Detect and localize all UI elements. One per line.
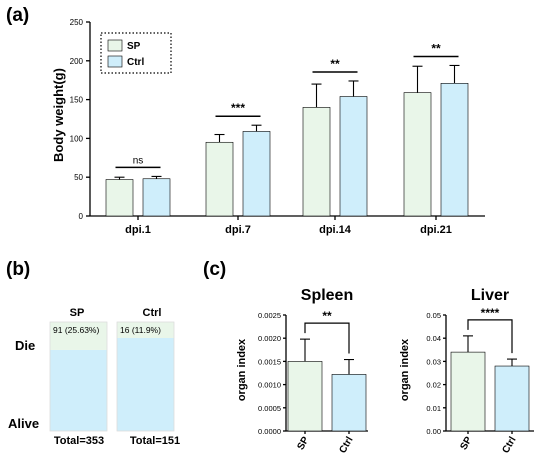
y-tick-label: 250 xyxy=(70,18,84,27)
liver-title: Liver xyxy=(471,287,509,304)
body-weight-legend: SP Ctrl xyxy=(100,32,172,74)
significance-label: *** xyxy=(231,101,245,115)
spleen-bars: SP Ctrl ** xyxy=(287,309,367,456)
y-tick-label: 0.03 xyxy=(426,357,441,366)
x-tick-label: dpi.21 xyxy=(420,224,452,236)
liver-ylabel: organ index xyxy=(399,338,411,401)
legend-swatch-ctrl xyxy=(107,55,123,68)
bar-sp xyxy=(287,361,323,432)
bar-ctrl xyxy=(331,374,367,432)
y-tick-label: 0.0020 xyxy=(258,334,281,343)
y-tick-label: 100 xyxy=(70,134,84,143)
die-count: 91 (25.63%) xyxy=(53,325,99,335)
y-tick-label: 150 xyxy=(70,96,84,105)
y-tick-label: 0.0005 xyxy=(258,404,281,413)
x-tick-label: SP xyxy=(295,435,311,452)
survival-bars: 91 (25.63%) 16 (11.9%) xyxy=(49,321,175,432)
body-weight-bars: dpi.1 ns dpi.7 *** dpi.14 ** dpi.21 ** xyxy=(105,41,469,236)
y-tick-label: 0.01 xyxy=(426,404,441,413)
significance-bracket xyxy=(467,319,513,354)
spleen-chart: Spleen organ index 0.0000 0.0005 0.0010 0.0… xyxy=(236,287,368,455)
survival-total-ctrl: Total=151 xyxy=(130,435,180,447)
y-tick-label: 200 xyxy=(70,57,84,66)
significance-bracket xyxy=(304,322,350,354)
y-tick-label: 0.04 xyxy=(426,334,441,343)
significance-label: ns xyxy=(133,155,144,166)
bar-ctrl xyxy=(440,83,469,217)
panel-label-b: (b) xyxy=(6,259,30,280)
bar-ctrl xyxy=(494,365,530,432)
survival-chart: SP Ctrl Die Alive 91 (25.63%) 16 (11.9%) … xyxy=(8,307,180,447)
x-tick-label: Ctrl xyxy=(337,435,355,456)
die-segment xyxy=(50,322,107,350)
y-tick-label: 0.0000 xyxy=(258,427,281,436)
legend-swatch-sp xyxy=(107,39,123,52)
x-tick-label: SP xyxy=(458,435,474,452)
x-tick-label: dpi.1 xyxy=(125,224,151,236)
y-tick-label: 0.05 xyxy=(426,311,441,320)
body-weight-ylabel: Body weight(g) xyxy=(51,68,66,162)
y-tick-label: 50 xyxy=(74,173,83,182)
bar-sp xyxy=(105,179,134,217)
significance-label: ** xyxy=(431,41,441,55)
alive-segment xyxy=(50,349,107,431)
alive-segment xyxy=(117,338,174,431)
bar-sp xyxy=(450,351,486,432)
bar-ctrl xyxy=(242,131,271,217)
die-count: 16 (11.9%) xyxy=(120,325,161,335)
spleen-title: Spleen xyxy=(301,287,353,304)
die-label: Die xyxy=(15,338,35,353)
bar-ctrl xyxy=(142,178,171,217)
liver-bars: SP Ctrl **** xyxy=(450,306,530,456)
y-tick-label: 0.0010 xyxy=(258,381,281,390)
significance-label: ** xyxy=(322,309,332,323)
liver-chart: Liver organ index 0.00 0.01 0.02 0.03 0.04 0.… xyxy=(399,287,534,455)
y-tick-label: 0.0025 xyxy=(258,311,281,320)
legend-label-ctrl: Ctrl xyxy=(127,57,144,68)
bar-outline xyxy=(116,321,175,432)
significance-label: ** xyxy=(330,57,340,71)
survival-total-sp: Total=353 xyxy=(54,435,104,447)
bar-outline xyxy=(49,321,108,432)
panel-label-a: (a) xyxy=(6,5,29,26)
y-tick-label: 0.00 xyxy=(426,427,441,436)
x-tick-label: dpi.7 xyxy=(225,224,251,236)
survival-col-sp: SP xyxy=(70,307,85,319)
x-tick-label: dpi.14 xyxy=(319,224,352,236)
alive-label: Alive xyxy=(8,416,39,431)
y-tick-label: 0.02 xyxy=(426,381,441,390)
bar-sp xyxy=(302,107,331,217)
x-tick-label: Ctrl xyxy=(500,435,518,456)
legend-box xyxy=(100,32,172,74)
bar-sp xyxy=(205,141,234,217)
bar-ctrl xyxy=(339,96,368,217)
spleen-ylabel: organ index xyxy=(236,338,248,401)
survival-col-ctrl: Ctrl xyxy=(143,307,162,319)
significance-label: **** xyxy=(481,306,500,320)
die-segment xyxy=(117,322,174,338)
y-tick-label: 0 xyxy=(79,212,84,221)
legend-label-sp: SP xyxy=(127,41,141,52)
panel-label-c: (c) xyxy=(203,259,226,280)
y-tick-label: 0.0015 xyxy=(258,357,281,366)
bar-sp xyxy=(403,92,432,217)
